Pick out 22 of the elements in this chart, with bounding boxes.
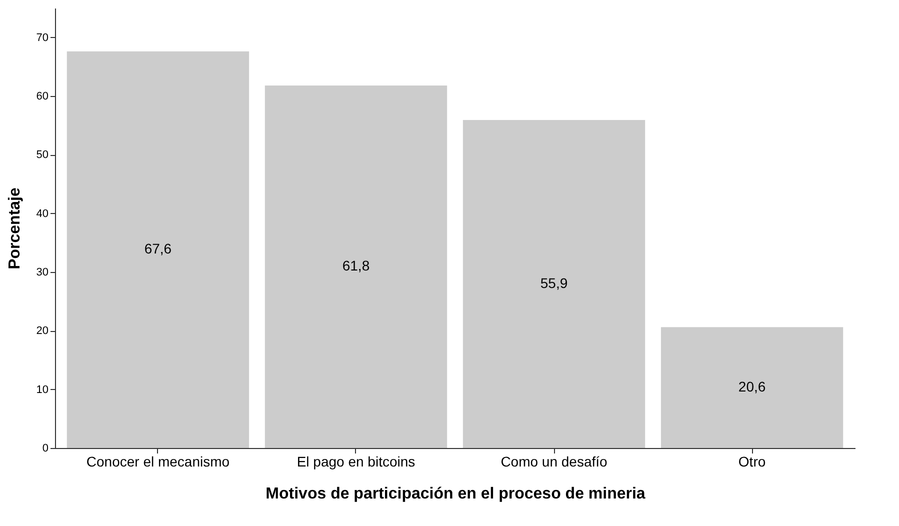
y-tick-label: 20 [36, 325, 48, 338]
x-axis-title: Motivos de participación en el proceso de mineria [266, 486, 646, 502]
x-tick-label: El pago en bitcoins [296, 454, 416, 470]
y-tick-label: 0 [42, 442, 48, 454]
bar [264, 85, 448, 448]
bar [462, 120, 646, 448]
data-label: 55,9 [540, 275, 568, 292]
y-tick-label: 60 [36, 90, 48, 102]
y-tick-label: 30 [36, 266, 48, 278]
data-label: 20,6 [738, 378, 766, 395]
y-tick-label: 40 [36, 208, 48, 220]
y-tick-label: 50 [36, 149, 48, 162]
y-tick-label: 70 [36, 32, 48, 44]
y-tick-label: 10 [36, 384, 48, 396]
y-axis-title: Porcentaje [6, 187, 24, 270]
bar [660, 327, 844, 448]
x-tick-label: Conocer el mecanismo [86, 454, 230, 470]
data-label: 67,6 [144, 240, 172, 257]
data-label: 61,8 [342, 258, 370, 274]
x-tick-label: Como un desafío [500, 454, 608, 470]
bar [66, 51, 250, 448]
x-tick-label: Otro [738, 454, 766, 470]
